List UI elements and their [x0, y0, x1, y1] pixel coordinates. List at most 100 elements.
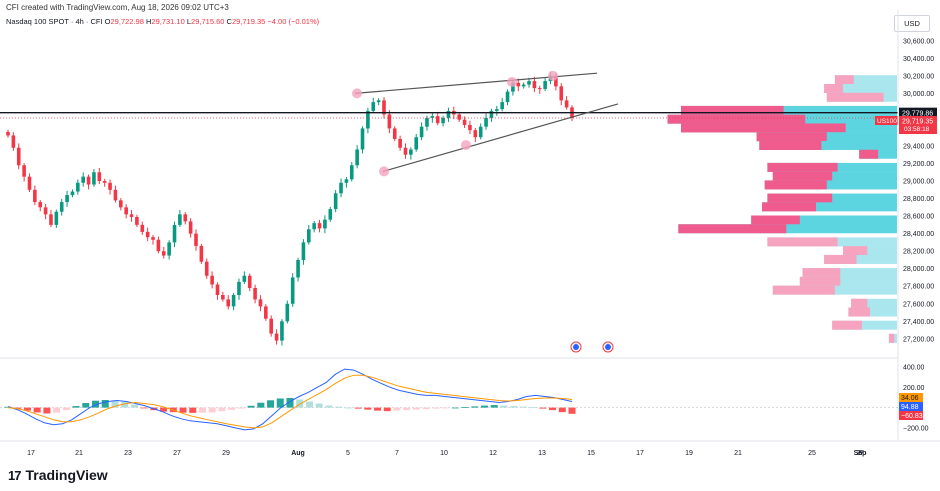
candle-body: [409, 149, 413, 155]
vp-sell-bar: [859, 149, 879, 159]
wedge-lower-line: [382, 103, 619, 172]
candle-body: [382, 100, 386, 115]
time-tick-label: Sep: [854, 450, 867, 457]
macd-histogram-bar: [393, 407, 401, 411]
vp-buy-bar: [772, 171, 897, 181]
macd-histogram-bar: [218, 407, 226, 412]
macd-histogram-bar: [82, 403, 90, 408]
macd-histogram-bar: [335, 406, 343, 408]
vp-sell-bar: [678, 224, 787, 234]
symbol-tag-label: US100: [877, 118, 897, 125]
vp-sell-bar: [888, 333, 895, 343]
macd-pane: 400.00 200.00 −200.00 34.06 94.88 −60.83: [0, 365, 929, 432]
candle-body: [554, 75, 558, 87]
vp-sell-bar: [767, 237, 838, 247]
macd-histogram-bar: [130, 404, 138, 408]
event-flag-icon-inner: [573, 344, 579, 350]
candle-body: [360, 128, 365, 150]
candle-body: [210, 275, 214, 285]
candle-body: [537, 88, 542, 90]
candle-body: [339, 182, 343, 194]
candle-body: [86, 176, 91, 185]
currency-button[interactable]: USD: [894, 15, 930, 32]
vp-sell-bar: [851, 298, 868, 308]
candle-body: [102, 181, 107, 183]
vp-buy-bar: [772, 285, 897, 295]
candle-body: [532, 81, 537, 89]
candle-body: [328, 209, 333, 220]
candle-body: [172, 224, 177, 243]
price-tick-label: 30,200.00: [903, 73, 934, 80]
candle-body: [344, 179, 349, 183]
candle-body: [473, 130, 478, 138]
candle-body: [194, 233, 198, 246]
candles: [6, 71, 574, 346]
candle-body: [366, 110, 370, 129]
vp-buy-bar: [843, 246, 897, 256]
candle-body: [403, 147, 408, 155]
vp-sell-bar: [681, 123, 846, 133]
candle-body: [135, 216, 139, 225]
signal-line: [7, 374, 573, 429]
candle-body: [349, 165, 354, 180]
symbol-tag: [875, 116, 898, 126]
price-tick-label: 29,200.00: [903, 161, 934, 168]
candle-body: [221, 295, 225, 300]
macd-histogram-bar: [315, 403, 323, 408]
macd-value-tag: [899, 402, 923, 411]
candle-body: [441, 117, 445, 124]
candle-body: [65, 195, 69, 203]
time-tick-label: 27: [856, 450, 864, 457]
price-tick-label: 28,000.00: [903, 266, 934, 273]
macd-tick-label: −200.00: [903, 425, 929, 432]
close-label: C: [226, 17, 232, 26]
candle-body: [355, 149, 359, 166]
macd-histogram-bar: [510, 406, 518, 408]
vp-sell-bar: [824, 83, 843, 93]
touch-point-marker: [379, 166, 389, 177]
vp-buy-bar: [759, 140, 897, 150]
macd-histogram-bar: [23, 407, 31, 411]
candle-body: [290, 277, 295, 304]
vp-sell-bar: [772, 171, 833, 181]
candle-body: [151, 237, 155, 240]
candle-body: [312, 223, 316, 230]
price-tick-label: 27,200.00: [903, 336, 934, 343]
vp-buy-bar: [824, 254, 897, 264]
candle-body: [237, 281, 241, 296]
vp-sell-bar: [834, 75, 854, 85]
vp-buy-bar: [799, 276, 897, 286]
candle-body: [387, 114, 392, 129]
macd-histogram-bar: [490, 405, 498, 408]
time-tick-label: 29: [222, 450, 230, 457]
candle-body: [516, 82, 521, 87]
candle-body: [119, 200, 123, 208]
candle-body: [323, 219, 327, 229]
high-label: H: [145, 17, 152, 26]
last-price-tag: [899, 116, 937, 135]
candle-body: [317, 223, 322, 229]
macd-histogram-bar: [101, 400, 109, 408]
vp-sell-bar: [843, 246, 868, 256]
vp-sell-bar: [681, 105, 784, 115]
open-value: 29,722.98: [110, 17, 144, 26]
vp-buy-bar: [848, 307, 897, 317]
candle-body: [484, 117, 488, 127]
macd-histogram-bar: [179, 407, 187, 413]
candle-body: [199, 245, 204, 262]
macd-histogram-bar: [267, 400, 275, 408]
macd-value-label: −60.83: [901, 413, 923, 420]
vp-sell-bar: [767, 162, 838, 172]
time-tick-label: 3: [858, 450, 862, 457]
candle-body: [204, 261, 209, 276]
vp-sell-bar: [799, 276, 841, 286]
ohlc-legend: Nasdaq 100 SPOT · 4h · CFI O29,722.98 H2…: [6, 17, 319, 26]
time-tick-label: 7: [395, 450, 399, 457]
candle-body: [559, 86, 564, 101]
price-tick-label: 28,800.00: [903, 196, 934, 203]
macd-histogram-bar: [422, 407, 430, 410]
candle-body: [215, 284, 220, 296]
candle-body: [81, 176, 85, 183]
candle-body: [505, 91, 510, 103]
